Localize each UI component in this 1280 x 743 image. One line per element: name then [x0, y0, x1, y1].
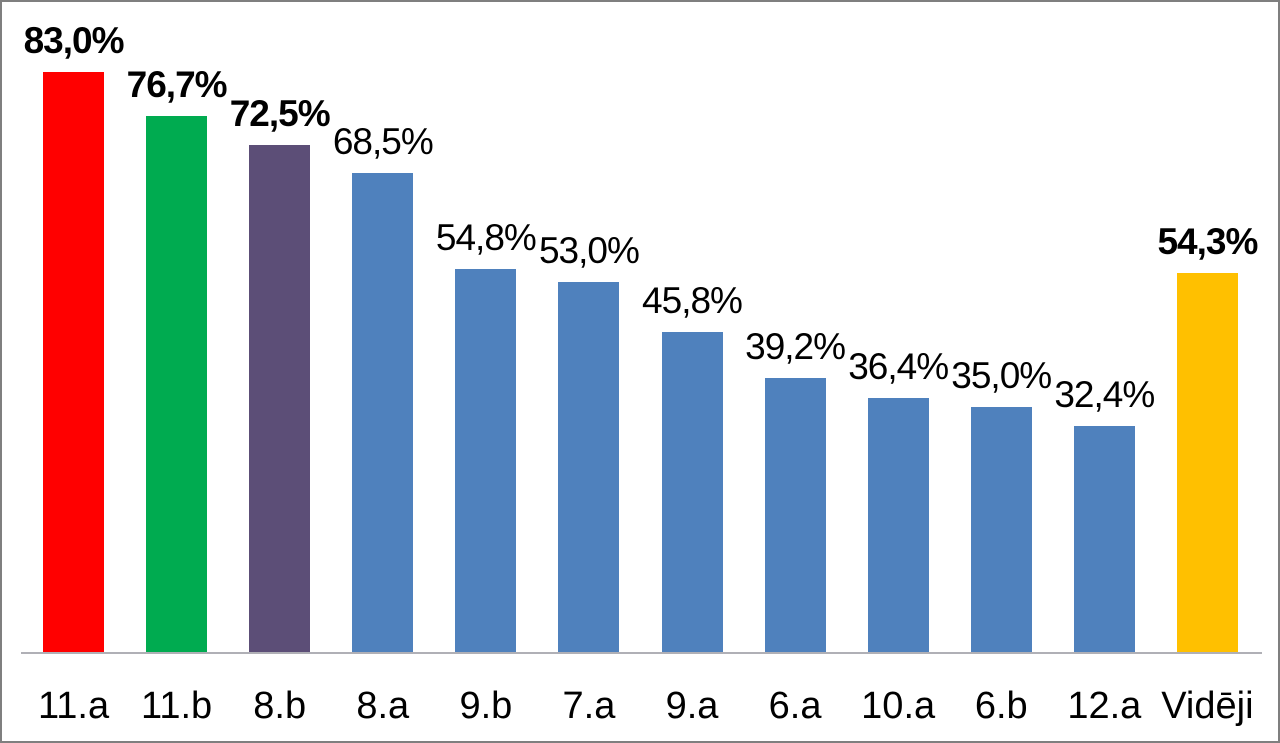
bar-value-label: 68,5% — [332, 121, 434, 162]
bar-value-label: 53,0% — [538, 230, 640, 271]
x-axis-category-label: 9.b — [459, 685, 513, 727]
bar-group: 45,8% — [640, 2, 743, 652]
bar — [867, 398, 929, 652]
bar-group: 39,2% — [744, 2, 847, 652]
x-axis-category-label: 9.a — [665, 685, 719, 727]
bar-value-label: 76,7% — [126, 64, 228, 105]
bar-value-label: 45,8% — [642, 280, 743, 321]
bar-value-label: 39,2% — [745, 326, 846, 367]
bar-group: 53,0% — [537, 2, 640, 652]
bar — [146, 116, 208, 652]
bar-value-label: 35,0% — [951, 355, 1052, 396]
bar-value-label: 54,8% — [435, 217, 537, 258]
bar-group: 68,5% — [331, 2, 434, 652]
bar-value-label: 36,4% — [848, 346, 949, 387]
x-axis-category-label: 11.a — [37, 685, 110, 727]
bar — [558, 282, 620, 652]
bar-group: 72,5% — [228, 2, 331, 652]
bar-group: 35,0% — [950, 2, 1053, 652]
x-axis-category-label: 10.a — [861, 685, 936, 727]
x-axis-category-label: 7.a — [562, 685, 616, 727]
bar-value-label: 32,4% — [1054, 374, 1155, 415]
x-axis-category-label: 11.b — [141, 685, 213, 727]
x-axis-category-label: 8.b — [253, 685, 307, 727]
bar-group: 76,7% — [125, 2, 228, 652]
bar-value-label: 72,5% — [229, 93, 331, 134]
x-axis-category-label: 6.a — [768, 685, 822, 727]
x-axis-category-label: 6.b — [974, 685, 1028, 727]
bar — [970, 407, 1032, 652]
bar — [249, 145, 311, 652]
x-axis-category-label: 8.a — [356, 685, 410, 727]
bar — [352, 173, 414, 652]
bar — [43, 72, 105, 652]
bar — [455, 269, 517, 652]
bar — [764, 378, 826, 652]
plot-area: 83,0% 76,7% 72,5% 68,5% 54,8% 53,0% 45,8… — [22, 2, 1259, 652]
bar-group: 54,8% — [434, 2, 537, 652]
bar-group: 36,4% — [847, 2, 950, 652]
x-axis-category-label: Vidēji — [1161, 685, 1254, 727]
x-axis-labels: 11.a 11.b 8.b 8.a 9.b 7.a 9.a 6.a 10.a 6… — [22, 654, 1259, 741]
bar-group: 32,4% — [1053, 2, 1156, 652]
bar-group: 54,3% — [1156, 2, 1259, 652]
x-axis-category-label: 12.a — [1067, 685, 1142, 727]
bar — [1176, 273, 1238, 652]
bar — [1073, 426, 1135, 652]
bar-group: 83,0% — [22, 2, 125, 652]
bar — [661, 332, 723, 652]
bar-value-label: 83,0% — [23, 20, 125, 61]
x-axis-line — [21, 652, 1262, 654]
bar-value-label: 54,3% — [1157, 221, 1258, 262]
